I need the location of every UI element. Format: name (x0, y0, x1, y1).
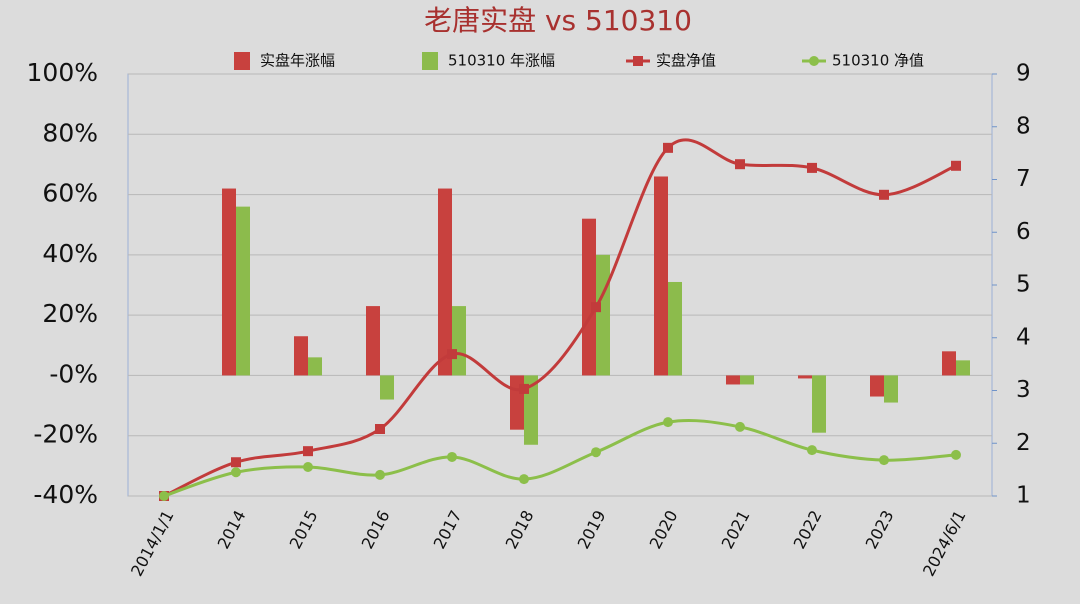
marker (735, 159, 745, 170)
bar (294, 336, 308, 376)
y2-tick-label: 1 (1016, 483, 1031, 509)
bar (366, 306, 380, 376)
marker (231, 457, 241, 468)
bar (942, 351, 956, 376)
y2-tick-label: 7 (1016, 166, 1031, 192)
plot-area (127, 73, 993, 497)
marker (735, 421, 745, 432)
bar (380, 375, 394, 400)
marker (303, 461, 313, 472)
line (163, 418, 957, 498)
bar (740, 375, 754, 385)
bar (582, 218, 596, 376)
y-tick-label: 60% (42, 179, 98, 208)
bar (308, 357, 322, 376)
legend-swatch (809, 56, 819, 66)
bar (596, 254, 610, 376)
bar (870, 375, 884, 397)
x-tick-label: 2014/1/1 (127, 507, 178, 579)
bar (668, 281, 682, 376)
marker (375, 469, 385, 480)
marker (951, 449, 961, 460)
legend-swatch (234, 52, 250, 70)
y-tick-label: 80% (42, 118, 98, 147)
x-tick-label: 2021 (718, 507, 754, 552)
bar (798, 375, 812, 379)
legend-swatch (422, 52, 438, 70)
bar (812, 375, 826, 433)
x-tick-label: 2022 (790, 507, 826, 552)
marker (807, 445, 817, 456)
marker (807, 162, 817, 173)
x-tick-label: 2018 (502, 507, 538, 552)
marker (447, 349, 457, 360)
x-tick-label: 2017 (430, 507, 466, 552)
x-tick-label: 2024/6/1 (919, 507, 970, 579)
bar (654, 176, 668, 376)
legend-label: 510310 净值 (832, 52, 924, 70)
bar (884, 375, 898, 403)
marker (519, 474, 529, 485)
marker (951, 160, 961, 171)
legend-label: 510310 年涨幅 (448, 52, 555, 70)
x-tick-label: 2023 (862, 507, 898, 552)
x-tick-label: 2016 (358, 507, 394, 552)
marker (159, 491, 169, 501)
y-tick-label: 100% (27, 58, 98, 87)
line (163, 138, 957, 498)
marker (519, 383, 529, 394)
marker (663, 417, 673, 428)
y2-tick-label: 9 (1016, 61, 1031, 87)
bar (726, 375, 740, 385)
x-tick-label: 2015 (286, 507, 322, 552)
marker (303, 446, 313, 457)
bar (956, 360, 970, 376)
x-tick-label: 2019 (574, 507, 610, 552)
marker (879, 189, 889, 200)
legend-label: 实盘年涨幅 (260, 52, 335, 70)
bar (222, 188, 236, 376)
marker (231, 467, 241, 478)
x-tick-label: 2020 (646, 507, 682, 552)
y-tick-label: 20% (42, 299, 98, 328)
marker (591, 447, 601, 458)
y2-tick-label: 6 (1016, 219, 1031, 245)
legend-label: 实盘净值 (656, 52, 716, 70)
y-tick-label: -0% (49, 359, 98, 388)
marker (591, 302, 601, 313)
legend-swatch (633, 56, 643, 66)
bar (452, 306, 466, 376)
y2-tick-label: 8 (1016, 113, 1031, 139)
y-tick-label: -40% (33, 480, 98, 509)
marker (375, 424, 385, 435)
y2-tick-label: 4 (1016, 324, 1031, 350)
marker (447, 451, 457, 462)
y-tick-label: 40% (42, 239, 98, 268)
y2-tick-label: 2 (1016, 430, 1031, 456)
chart-title: 老唐实盘 vs 510310 (424, 4, 692, 37)
x-tick-label: 2014 (214, 507, 250, 552)
y2-tick-label: 5 (1016, 272, 1031, 298)
y2-tick-label: 3 (1016, 377, 1031, 403)
y-tick-label: -20% (33, 420, 98, 449)
bar (510, 375, 524, 430)
marker (663, 142, 673, 153)
marker (879, 455, 889, 466)
bar (236, 206, 250, 376)
bar (438, 188, 452, 376)
